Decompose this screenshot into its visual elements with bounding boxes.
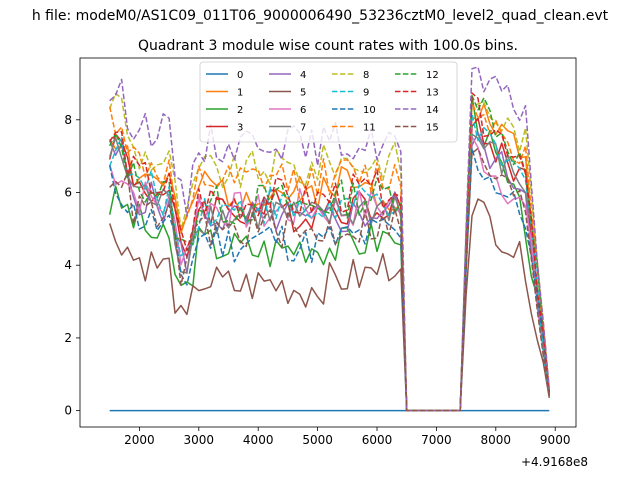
legend-label-3: 3 xyxy=(237,123,243,134)
legend-label-7: 7 xyxy=(300,123,306,134)
axes-frame xyxy=(79,57,577,428)
x-tick-label: 7000 xyxy=(421,433,452,447)
legend-label-0: 0 xyxy=(237,70,243,81)
series-line-14 xyxy=(109,66,551,412)
legend-box xyxy=(199,61,458,143)
series-line-15 xyxy=(109,147,551,412)
legend-label-1: 1 xyxy=(237,88,243,99)
legend-label-4: 4 xyxy=(300,70,306,81)
x-axis-offset-label: +4.9168e8 xyxy=(521,455,588,469)
figure-suptitle: h file: modeM0/AS1C09_011T06_9000006490_… xyxy=(32,8,609,24)
legend-label-2: 2 xyxy=(237,105,243,116)
y-tick-label: 4 xyxy=(64,258,72,272)
x-tick-label: 2000 xyxy=(124,433,155,447)
legend-label-14: 14 xyxy=(426,105,439,116)
y-tick-label: 6 xyxy=(64,186,72,200)
x-tick-label: 9000 xyxy=(540,433,571,447)
legend-label-11: 11 xyxy=(363,123,376,134)
legend-label-8: 8 xyxy=(363,70,369,81)
x-tick-label: 8000 xyxy=(481,433,512,447)
x-tick-label: 4000 xyxy=(243,433,274,447)
plot-area: 2000 3000 4000 5000 6000 7000 8000 9000 0 2 4 6 8 0 1… xyxy=(64,57,577,447)
y-tick-label: 8 xyxy=(64,113,72,127)
y-tick-label: 2 xyxy=(64,331,72,345)
series-line-3 xyxy=(108,117,551,412)
x-tick-label: 3000 xyxy=(184,433,215,447)
series-line-1 xyxy=(109,103,551,412)
legend-label-6: 6 xyxy=(300,105,306,116)
legend-label-15: 15 xyxy=(426,123,439,134)
legend-label-5: 5 xyxy=(300,88,306,99)
chart-title: Quadrant 3 module wise count rates with … xyxy=(138,38,518,54)
series-line-4 xyxy=(109,131,551,412)
series-line-12 xyxy=(109,94,551,412)
legend-label-12: 12 xyxy=(426,70,439,81)
legend-label-9: 9 xyxy=(363,88,369,99)
legend-label-13: 13 xyxy=(426,88,439,99)
series-line-5 xyxy=(108,198,551,412)
series-layer xyxy=(108,66,551,412)
y-tick-label: 0 xyxy=(64,404,72,418)
x-tick-label: 6000 xyxy=(362,433,393,447)
x-tick-label: 5000 xyxy=(302,433,333,447)
axes-layer: 2000 3000 4000 5000 6000 7000 8000 9000 0 2 4 6 8 xyxy=(64,57,577,447)
series-line-11 xyxy=(108,101,551,412)
series-line-13 xyxy=(109,92,551,412)
legend-label-10: 10 xyxy=(363,105,376,116)
